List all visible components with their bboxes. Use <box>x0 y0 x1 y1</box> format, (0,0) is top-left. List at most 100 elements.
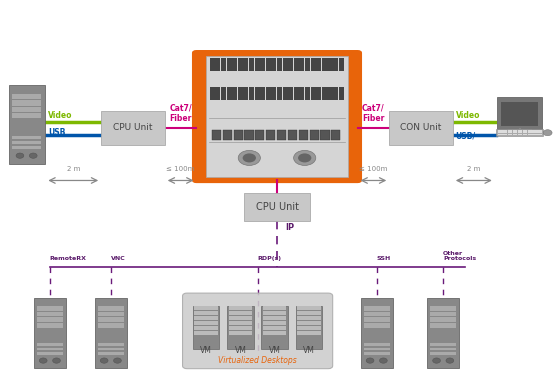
Circle shape <box>53 358 60 363</box>
Bar <box>364 312 389 317</box>
Circle shape <box>294 150 316 165</box>
Bar <box>227 87 232 100</box>
Bar <box>255 87 260 100</box>
Bar <box>221 58 226 71</box>
Bar <box>537 134 541 135</box>
Bar <box>499 130 502 132</box>
Bar <box>522 130 527 132</box>
Bar <box>12 107 41 112</box>
Bar <box>255 58 260 71</box>
Bar <box>263 311 286 315</box>
Bar <box>221 87 226 100</box>
Bar <box>430 352 456 355</box>
Bar <box>327 87 332 100</box>
Bar <box>300 58 305 71</box>
FancyBboxPatch shape <box>244 193 310 221</box>
Text: Video: Video <box>48 111 73 120</box>
Bar <box>513 130 517 132</box>
FancyBboxPatch shape <box>207 56 348 177</box>
Bar <box>37 343 63 346</box>
Text: VNC: VNC <box>111 256 126 261</box>
Bar <box>277 58 282 71</box>
Bar <box>503 132 507 133</box>
Text: VM: VM <box>303 346 315 355</box>
Bar <box>255 130 264 140</box>
Text: Other
Protocols: Other Protocols <box>443 251 476 261</box>
Bar <box>364 317 389 322</box>
Circle shape <box>366 358 374 363</box>
Bar <box>37 323 63 327</box>
Bar <box>277 130 286 140</box>
Bar <box>501 102 538 126</box>
Bar <box>229 321 252 325</box>
Text: VM: VM <box>200 346 212 355</box>
Bar <box>266 130 275 140</box>
Bar <box>430 312 456 317</box>
Bar <box>508 132 512 133</box>
Bar <box>238 58 243 71</box>
FancyBboxPatch shape <box>101 111 165 145</box>
Text: VM: VM <box>234 346 247 355</box>
Bar <box>263 326 286 330</box>
Bar <box>322 58 327 71</box>
Bar <box>194 331 218 335</box>
Bar <box>513 134 517 135</box>
Bar <box>263 316 286 320</box>
Bar <box>277 87 282 100</box>
Bar <box>327 58 332 71</box>
Bar <box>522 132 527 133</box>
Bar <box>532 130 537 132</box>
Bar <box>297 321 321 325</box>
Bar <box>216 58 220 71</box>
Bar <box>527 130 532 132</box>
Bar <box>338 87 343 100</box>
Bar <box>12 136 41 139</box>
FancyBboxPatch shape <box>361 298 393 368</box>
Bar <box>333 87 338 100</box>
Bar <box>331 130 340 140</box>
Bar <box>305 58 310 71</box>
Bar <box>283 58 288 71</box>
Bar <box>229 316 252 320</box>
Bar <box>297 326 321 330</box>
Bar <box>316 87 321 100</box>
Text: VM: VM <box>269 346 281 355</box>
Bar <box>430 323 456 327</box>
Bar <box>12 146 41 149</box>
Bar <box>194 326 218 330</box>
Bar <box>364 343 389 346</box>
Bar <box>234 130 243 140</box>
FancyBboxPatch shape <box>497 97 542 129</box>
Bar <box>430 348 456 350</box>
Circle shape <box>433 358 440 363</box>
Bar <box>297 331 321 335</box>
Bar <box>271 58 276 71</box>
Bar <box>37 317 63 322</box>
Bar <box>229 311 252 315</box>
Text: ≤ 100m: ≤ 100m <box>166 166 195 172</box>
FancyBboxPatch shape <box>227 305 254 349</box>
FancyBboxPatch shape <box>192 50 362 183</box>
Circle shape <box>238 150 260 165</box>
Bar <box>263 306 286 310</box>
Bar <box>37 352 63 355</box>
Bar <box>297 311 321 315</box>
Bar <box>98 317 124 322</box>
Bar <box>212 130 221 140</box>
Bar <box>527 134 532 135</box>
Bar <box>518 134 522 135</box>
Bar <box>12 141 41 144</box>
Text: USB: USB <box>48 128 65 137</box>
Bar <box>297 316 321 320</box>
Circle shape <box>100 358 108 363</box>
Bar <box>263 321 286 325</box>
Bar <box>518 130 522 132</box>
Bar <box>300 87 305 100</box>
Bar <box>238 87 243 100</box>
FancyBboxPatch shape <box>261 305 288 349</box>
Bar <box>499 132 502 133</box>
FancyBboxPatch shape <box>427 298 459 368</box>
Text: 2 m: 2 m <box>66 166 80 172</box>
Bar <box>98 348 124 350</box>
Bar <box>508 130 512 132</box>
